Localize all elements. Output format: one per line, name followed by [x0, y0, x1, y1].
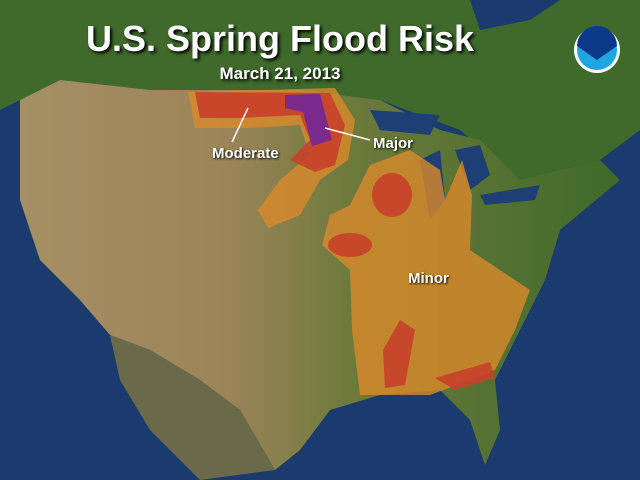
- map-title: U.S. Spring Flood Risk: [85, 18, 475, 59]
- label-major: Major: [373, 135, 414, 152]
- label-moderate: Moderate: [212, 145, 279, 162]
- moderate-risk-blob: [372, 173, 412, 217]
- mexico-land: [110, 335, 275, 480]
- great-lakes: [370, 110, 540, 220]
- moderate-risk-blob: [435, 362, 495, 390]
- major-pointer: [324, 127, 371, 141]
- moderate-risk-blob: [328, 233, 372, 257]
- label-minor: Minor: [408, 270, 449, 287]
- minor-risk-midwest: [322, 150, 530, 395]
- major-risk: [285, 94, 332, 146]
- map-date: March 21, 2013: [219, 64, 341, 83]
- noaa-logo: [574, 26, 620, 73]
- moderate-pointer: [231, 107, 249, 143]
- moderate-risk-blob: [383, 320, 415, 388]
